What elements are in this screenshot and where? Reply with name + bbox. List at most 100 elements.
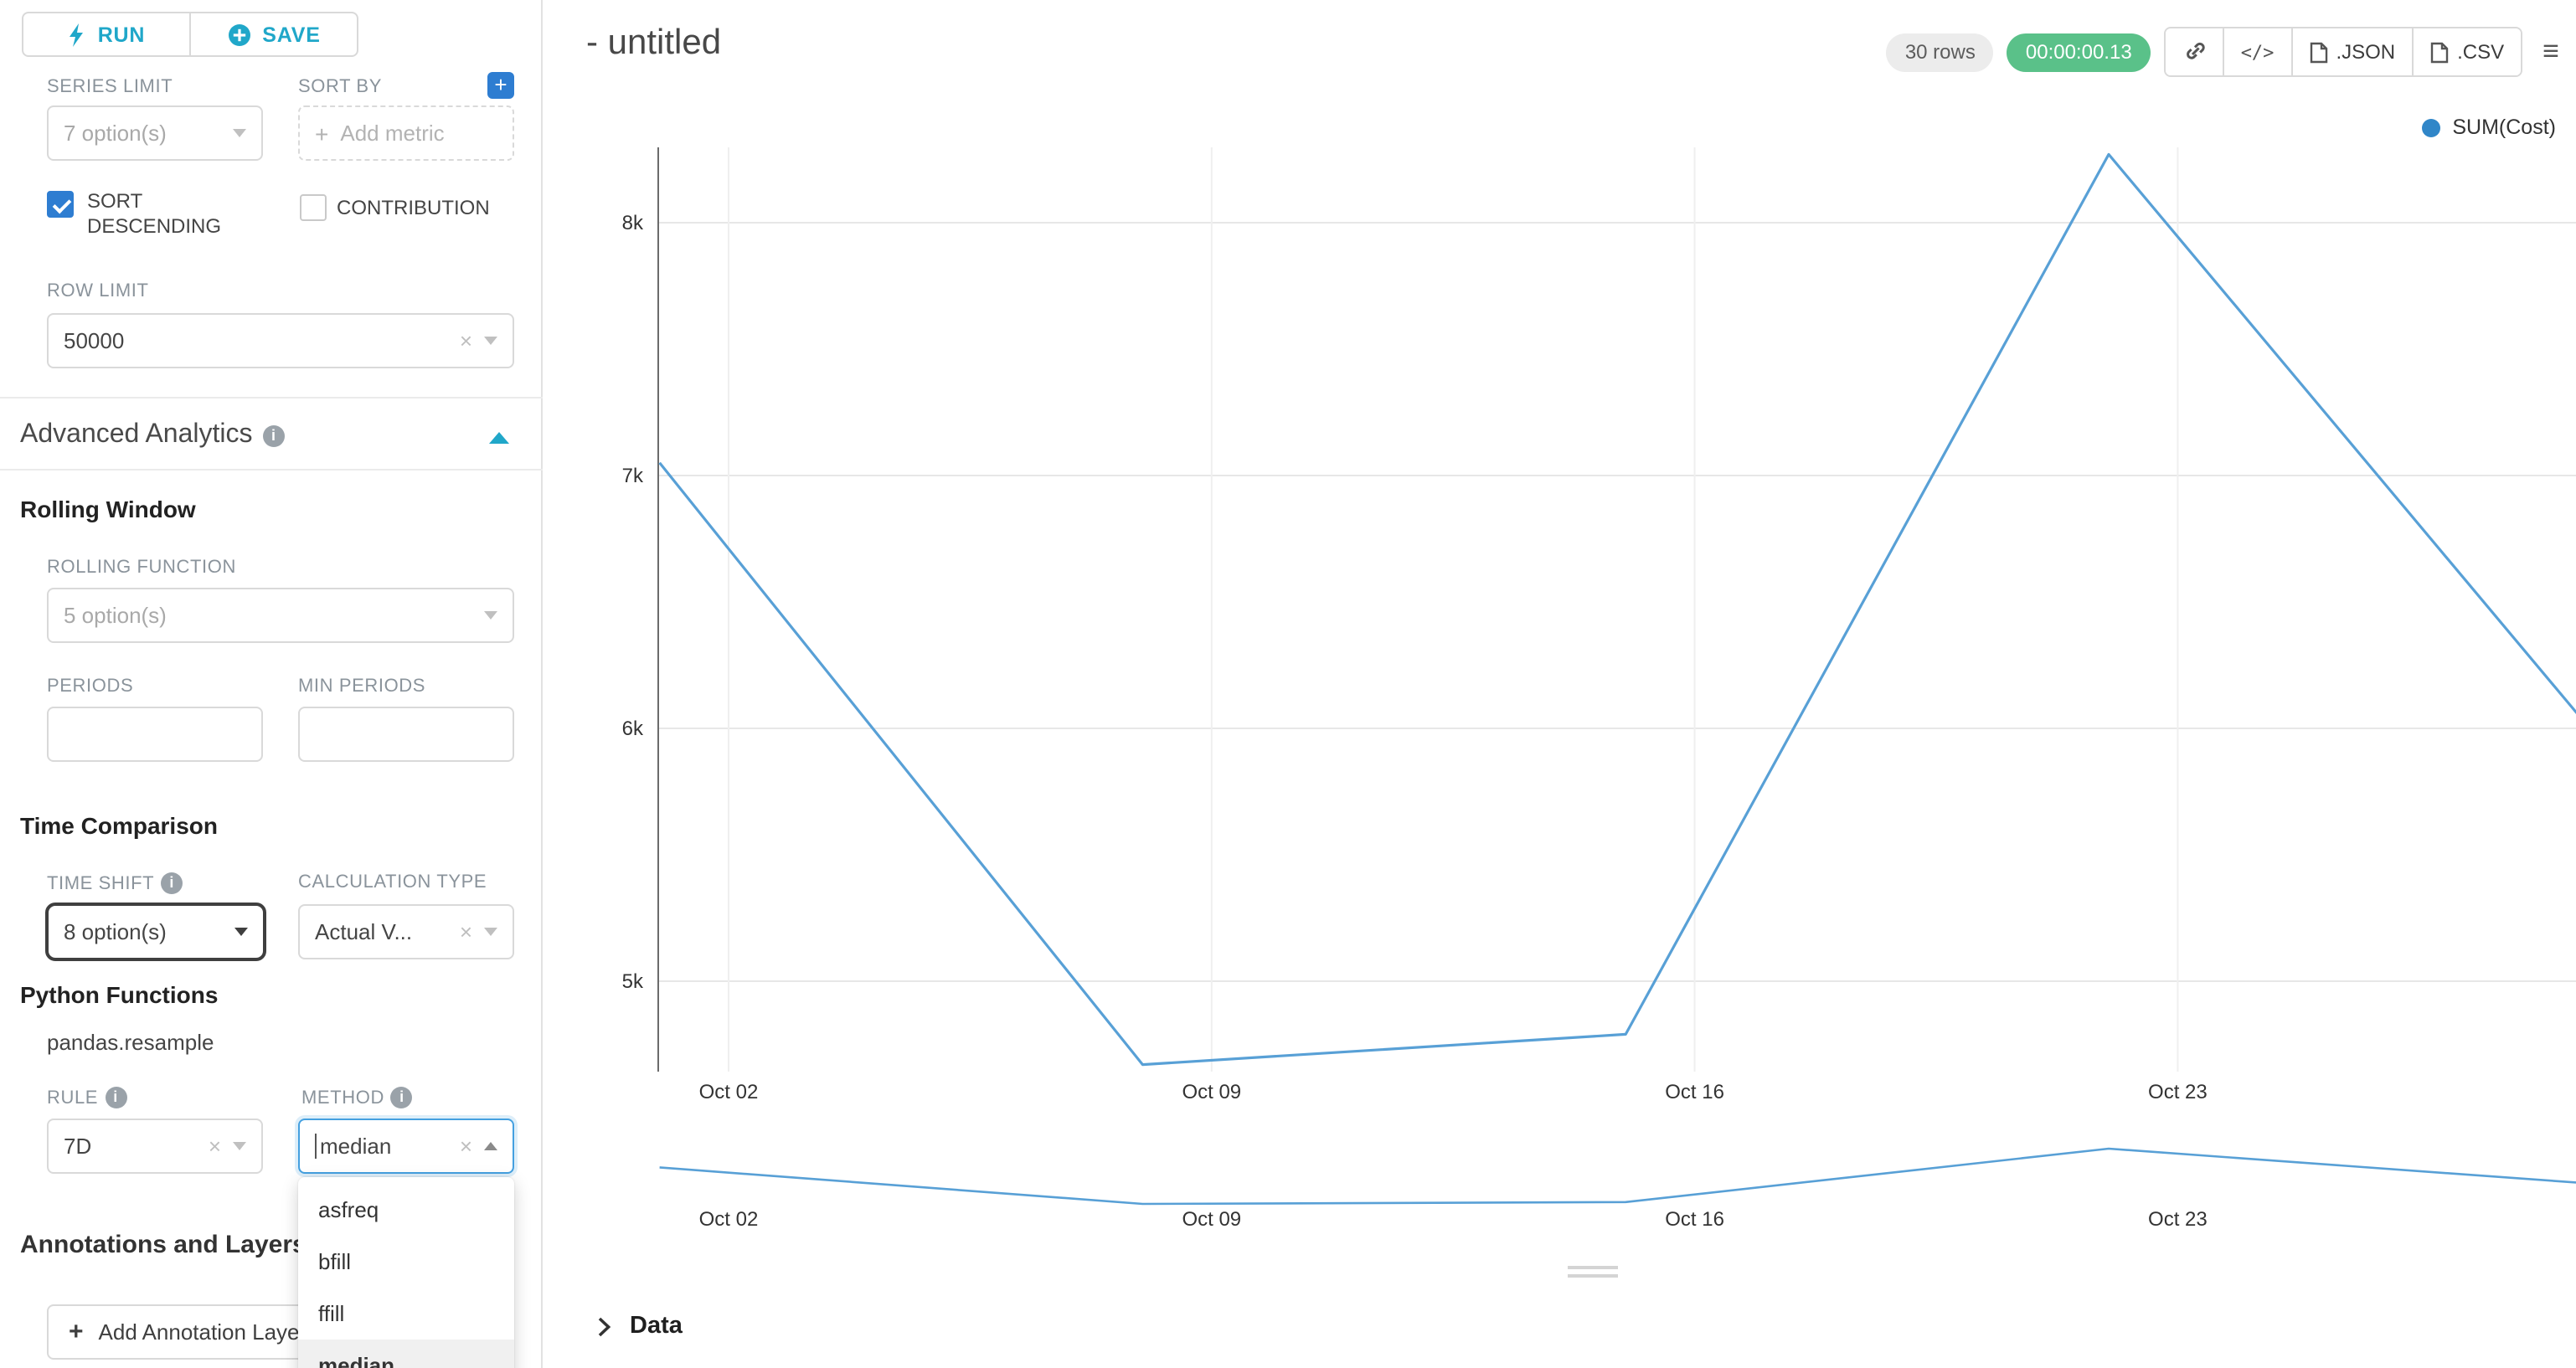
run-save-toolbar: RUN SAVE <box>22 12 358 57</box>
python-functions-title: Python Functions <box>20 981 219 1008</box>
info-icon: i <box>262 424 285 446</box>
section-divider <box>0 469 543 471</box>
run-button[interactable]: RUN <box>22 12 191 57</box>
chart-legend[interactable]: SUM(Cost) <box>2422 116 2556 139</box>
save-button[interactable]: SAVE <box>189 12 358 57</box>
svg-text:Oct 23: Oct 23 <box>2148 1208 2208 1231</box>
run-label: RUN <box>97 23 146 46</box>
add-metric-placeholder: Add metric <box>340 121 445 146</box>
method-option-asfreq[interactable]: asfreq <box>318 1197 379 1222</box>
header-controls: 30 rows 00:00:00.13 </> .JSON .CSV <box>1886 27 2566 77</box>
collapse-caret-icon[interactable] <box>489 432 509 444</box>
info-icon: i <box>161 872 183 894</box>
method-option-bfill[interactable]: bfill <box>318 1249 352 1274</box>
clear-icon[interactable]: × <box>459 919 472 944</box>
rule-label: RULE i <box>47 1087 127 1108</box>
calculation-type-select[interactable]: Actual V... × <box>298 904 514 959</box>
periods-input[interactable] <box>47 707 263 762</box>
method-label: METHOD i <box>301 1087 413 1108</box>
control-panel: RUN SAVE SERIES LIMIT SORT BY + 7 option… <box>0 0 543 1368</box>
contribution-checkbox[interactable] <box>300 194 327 221</box>
svg-text:5k: 5k <box>622 970 644 993</box>
series-limit-label: SERIES LIMIT <box>47 77 173 97</box>
line-chart[interactable]: 8k 7k 6k 5k Oct 02 Oct 02 Oct 09 Oct 09 Oct 16 Oc… <box>543 0 2576 1368</box>
legend-label: SUM(Cost) <box>2452 116 2556 139</box>
caret-down-icon <box>484 337 497 345</box>
series-limit-select[interactable]: 7 option(s) <box>47 105 263 161</box>
method-option-median[interactable]: median <box>298 1340 514 1368</box>
svg-text:7k: 7k <box>622 465 644 487</box>
row-limit-label: ROW LIMIT <box>47 281 149 301</box>
clear-icon[interactable]: × <box>208 1134 221 1159</box>
caret-down-icon <box>233 129 246 137</box>
sort-descending-checkbox[interactable] <box>47 191 74 218</box>
export-json-button[interactable]: .JSON <box>2290 28 2413 75</box>
svg-text:6k: 6k <box>622 717 644 740</box>
svg-text:Oct 02: Oct 02 <box>699 1208 759 1231</box>
link-icon <box>2186 42 2205 59</box>
caret-down-icon <box>234 928 248 936</box>
export-csv-button[interactable]: .CSV <box>2412 28 2522 75</box>
method-dropdown-menu: asfreq bfill ffill median <box>298 1177 514 1368</box>
data-panel-toggle[interactable]: Data <box>596 1313 683 1340</box>
min-periods-input[interactable] <box>298 707 514 762</box>
resize-drag-handle[interactable] <box>1568 1266 1618 1283</box>
save-label: SAVE <box>262 23 321 46</box>
data-panel-title: Data <box>630 1313 683 1340</box>
chevron-right-icon <box>598 1316 611 1336</box>
legend-dot <box>2422 118 2441 136</box>
rows-badge: 30 rows <box>1886 33 1994 71</box>
file-icon <box>2310 41 2327 63</box>
advanced-analytics-header[interactable]: Advanced Analytics i <box>20 420 285 450</box>
rule-select[interactable]: 7D × <box>47 1119 263 1174</box>
info-icon: i <box>390 1087 413 1108</box>
add-metric-plus-button[interactable]: + <box>487 72 514 99</box>
file-icon <box>2430 41 2449 63</box>
chart-area: - untitled 30 rows 00:00:00.13 </> .JSON <box>543 0 2576 1368</box>
export-button-group: </> .JSON .CSV <box>2163 27 2523 77</box>
plus-circle-icon <box>228 23 250 45</box>
calculation-type-label: CALCULATION TYPE <box>298 872 487 892</box>
plus-icon: + <box>315 120 329 147</box>
svg-text:8k: 8k <box>622 212 644 234</box>
text-cursor <box>315 1134 317 1159</box>
rolling-function-label: ROLLING FUNCTION <box>47 558 236 578</box>
caret-down-icon <box>484 611 497 620</box>
clear-icon[interactable]: × <box>459 1134 472 1159</box>
svg-text:Oct 09: Oct 09 <box>1182 1081 1241 1103</box>
caret-up-icon <box>484 1142 497 1150</box>
timer-badge: 00:00:00.13 <box>2007 33 2151 71</box>
svg-text:Oct 23: Oct 23 <box>2148 1081 2208 1103</box>
time-shift-select[interactable]: 8 option(s) <box>45 903 266 961</box>
lightning-icon <box>70 23 84 46</box>
sort-by-label: SORT BY <box>298 77 382 97</box>
annotations-title: Annotations and Layers <box>20 1231 307 1259</box>
clear-icon[interactable]: × <box>459 328 472 353</box>
svg-text:Oct 16: Oct 16 <box>1665 1081 1724 1103</box>
share-link-button[interactable] <box>2165 28 2223 75</box>
add-annotation-layer-label: Add Annotation Layer <box>98 1319 307 1345</box>
method-combobox[interactable]: median × <box>298 1119 514 1174</box>
rolling-window-title: Rolling Window <box>20 496 196 522</box>
svg-text:Oct 16: Oct 16 <box>1665 1208 1724 1231</box>
hamburger-menu-icon[interactable]: ≡ <box>2536 35 2566 69</box>
sort-by-add-metric[interactable]: + Add metric <box>298 105 514 161</box>
code-icon: </> <box>2240 41 2275 63</box>
min-periods-label: MIN PERIODS <box>298 676 426 697</box>
time-comparison-title: Time Comparison <box>20 812 218 839</box>
chart-title: - untitled <box>586 23 722 62</box>
section-divider <box>0 397 543 399</box>
method-option-ffill[interactable]: ffill <box>318 1301 345 1326</box>
rolling-function-select[interactable]: 5 option(s) <box>47 588 514 643</box>
svg-text:Oct 09: Oct 09 <box>1182 1208 1241 1231</box>
contribution-label: CONTRIBUTION <box>337 196 490 219</box>
view-query-button[interactable]: </> <box>2222 28 2291 75</box>
sort-descending-label: SORT DESCENDING <box>87 189 222 238</box>
caret-down-icon <box>233 1142 246 1150</box>
svg-text:Oct 02: Oct 02 <box>699 1081 759 1103</box>
caret-down-icon <box>484 928 497 936</box>
time-shift-label: TIME SHIFT i <box>47 872 183 894</box>
info-icon: i <box>105 1087 127 1108</box>
row-limit-select[interactable]: 50000 × <box>47 313 514 368</box>
